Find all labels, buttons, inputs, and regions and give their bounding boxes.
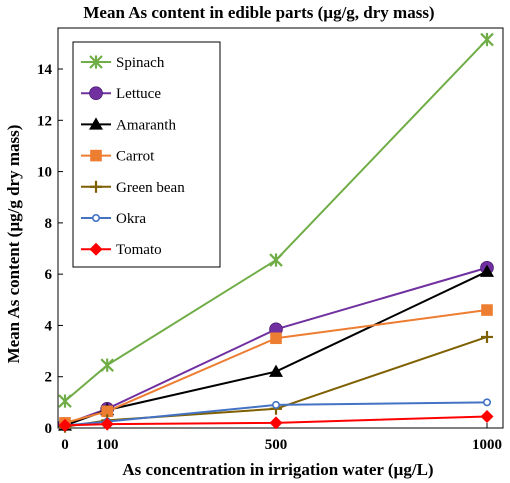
data-point xyxy=(100,358,114,372)
data-point xyxy=(481,304,493,316)
y-tick-label: 2 xyxy=(45,370,53,386)
series-line xyxy=(64,415,488,427)
data-point xyxy=(58,394,72,408)
legend-label: Carrot xyxy=(116,149,155,165)
series-layer xyxy=(58,32,494,433)
legend-label: Green bean xyxy=(116,180,185,196)
y-axis-ticks: 0 2 4 6 8 10 12 14 xyxy=(37,62,63,437)
plot-frame xyxy=(57,27,504,429)
legend-label: Spinach xyxy=(116,55,165,71)
data-point xyxy=(270,332,282,345)
data-point xyxy=(482,398,491,407)
y-tick-label: 12 xyxy=(37,113,52,129)
data-point xyxy=(92,214,101,223)
series-line xyxy=(64,38,488,402)
series-line xyxy=(64,266,488,426)
y-tick-label: 8 xyxy=(45,216,53,232)
data-point xyxy=(101,405,113,418)
data-point xyxy=(269,416,283,430)
legend-item: Green bean xyxy=(81,180,185,196)
data-point xyxy=(90,149,102,162)
data-point xyxy=(480,32,494,47)
data-point xyxy=(89,117,103,130)
data-point xyxy=(481,330,493,343)
data-point xyxy=(100,417,114,431)
y-tick-label: 10 xyxy=(37,165,52,181)
x-tick-label: 1000 xyxy=(472,437,502,453)
legend-label: Lettuce xyxy=(116,86,161,102)
y-tick-label: 14 xyxy=(37,62,53,78)
legend-item: Tomato xyxy=(81,242,162,258)
data-point xyxy=(269,364,283,377)
y-tick-label: 0 xyxy=(45,421,53,437)
series-spinach xyxy=(58,32,494,408)
data-point xyxy=(58,418,72,432)
series-line xyxy=(64,309,488,424)
y-axis-label: Mean As content (µg/g dry mass) xyxy=(4,125,23,364)
x-tick-label: 0 xyxy=(61,437,69,453)
series-tomato xyxy=(58,409,494,432)
data-point xyxy=(90,180,102,193)
y-tick-label: 6 xyxy=(45,267,53,283)
data-point xyxy=(269,253,283,267)
series-line xyxy=(64,401,488,427)
legend-item: Amaranth xyxy=(81,117,176,133)
x-tick-label: 500 xyxy=(265,437,288,453)
y-tick-label: 4 xyxy=(45,318,53,334)
legend-item: Carrot xyxy=(81,149,155,165)
data-point xyxy=(480,409,494,423)
data-point xyxy=(89,55,103,69)
legend-item: Lettuce xyxy=(81,86,161,102)
x-axis-label: As concentration in irrigation water (µg… xyxy=(122,460,433,479)
x-tick-label: 100 xyxy=(96,437,119,453)
legend-label: Okra xyxy=(116,211,146,227)
data-point xyxy=(89,242,103,256)
legend-item: Spinach xyxy=(81,55,165,71)
legend: Spinach Lettuce Amaranth Carrot Green bean Ok… xyxy=(72,41,221,268)
data-point xyxy=(271,400,280,409)
legend-label: Tomato xyxy=(116,242,162,258)
data-point xyxy=(480,264,494,277)
data-point xyxy=(89,86,103,100)
legend-label: Amaranth xyxy=(116,117,176,133)
chart-title: Mean As content in edible parts (µg/g, d… xyxy=(83,3,434,22)
legend-item: Okra xyxy=(81,211,146,227)
